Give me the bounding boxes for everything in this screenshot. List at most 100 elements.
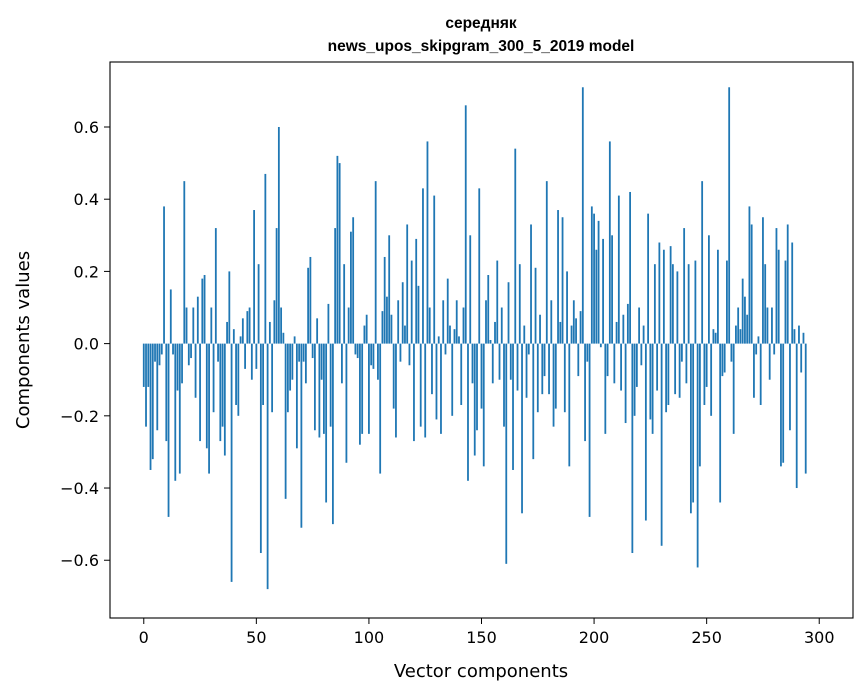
bar bbox=[300, 343, 303, 528]
bar bbox=[473, 343, 476, 456]
bar bbox=[786, 224, 789, 344]
x-tick-label: 300 bbox=[804, 628, 835, 647]
bar bbox=[514, 148, 517, 344]
bar bbox=[768, 343, 771, 380]
bar-series bbox=[142, 87, 807, 590]
bar bbox=[795, 343, 798, 489]
bar bbox=[662, 249, 665, 344]
bar bbox=[259, 343, 262, 554]
bar bbox=[273, 300, 276, 344]
bar bbox=[532, 343, 535, 460]
bar bbox=[383, 256, 386, 344]
bar bbox=[437, 336, 440, 344]
bar bbox=[739, 329, 742, 344]
bar bbox=[784, 260, 787, 344]
bar bbox=[268, 321, 271, 344]
bar bbox=[766, 307, 769, 344]
bar bbox=[561, 217, 564, 344]
bar bbox=[476, 343, 478, 431]
bar bbox=[417, 285, 420, 344]
bar bbox=[304, 343, 307, 384]
bar bbox=[496, 260, 499, 344]
bar bbox=[428, 307, 431, 344]
bar bbox=[415, 238, 418, 344]
bar bbox=[512, 343, 514, 470]
bar bbox=[714, 332, 717, 344]
bar bbox=[782, 343, 785, 463]
bar bbox=[525, 343, 528, 398]
bar bbox=[748, 206, 751, 344]
bar bbox=[181, 343, 183, 384]
bar bbox=[622, 314, 625, 344]
bar bbox=[647, 213, 650, 344]
bar bbox=[334, 228, 337, 344]
bar bbox=[440, 343, 442, 434]
bar bbox=[174, 343, 177, 481]
bar bbox=[730, 343, 733, 362]
bar bbox=[386, 296, 388, 344]
bar bbox=[253, 210, 255, 344]
y-tick-label: −0.2 bbox=[60, 407, 99, 426]
bar bbox=[313, 343, 316, 431]
bar bbox=[793, 329, 796, 344]
bar bbox=[593, 213, 595, 344]
bar bbox=[190, 343, 192, 359]
bar bbox=[401, 282, 404, 344]
x-axis-label: Vector components bbox=[394, 661, 568, 682]
bar bbox=[332, 343, 334, 525]
bar bbox=[590, 206, 593, 344]
bar bbox=[575, 318, 577, 344]
y-axis-label: Components values bbox=[13, 251, 34, 429]
bar bbox=[316, 318, 319, 344]
bar bbox=[309, 256, 312, 344]
bar bbox=[176, 343, 179, 391]
bar bbox=[791, 242, 794, 344]
bar bbox=[205, 343, 208, 449]
bar bbox=[397, 300, 400, 344]
bar bbox=[255, 343, 258, 369]
bar bbox=[372, 343, 375, 369]
bar bbox=[354, 343, 357, 355]
bar bbox=[172, 343, 174, 355]
bar bbox=[608, 141, 611, 344]
bar bbox=[669, 246, 672, 344]
bar bbox=[365, 314, 368, 344]
bar bbox=[194, 343, 197, 398]
bar bbox=[320, 343, 323, 380]
bar bbox=[699, 343, 701, 467]
bar bbox=[356, 343, 359, 359]
bar bbox=[478, 188, 481, 344]
bar bbox=[701, 181, 704, 344]
bar bbox=[187, 343, 190, 366]
bar bbox=[480, 343, 483, 409]
bar bbox=[642, 325, 645, 344]
bar bbox=[214, 228, 217, 344]
bar bbox=[653, 264, 656, 344]
bar bbox=[764, 264, 767, 344]
bar bbox=[721, 343, 724, 377]
bar bbox=[449, 325, 451, 344]
bar bbox=[226, 321, 228, 344]
bar bbox=[723, 343, 726, 373]
bar bbox=[379, 343, 382, 474]
bar bbox=[728, 87, 731, 344]
bar bbox=[667, 343, 670, 405]
bar bbox=[586, 343, 589, 362]
bar bbox=[185, 307, 188, 344]
bar bbox=[631, 343, 634, 554]
bar bbox=[399, 343, 402, 362]
bar bbox=[395, 343, 397, 438]
bar bbox=[154, 343, 156, 362]
bar bbox=[264, 173, 267, 344]
bar bbox=[295, 343, 298, 449]
bar bbox=[406, 224, 409, 344]
bar bbox=[554, 343, 557, 409]
bar bbox=[277, 126, 280, 344]
bar bbox=[318, 343, 321, 438]
bar bbox=[363, 325, 366, 344]
bar bbox=[343, 264, 346, 344]
bar bbox=[789, 343, 791, 431]
bar bbox=[212, 343, 215, 413]
